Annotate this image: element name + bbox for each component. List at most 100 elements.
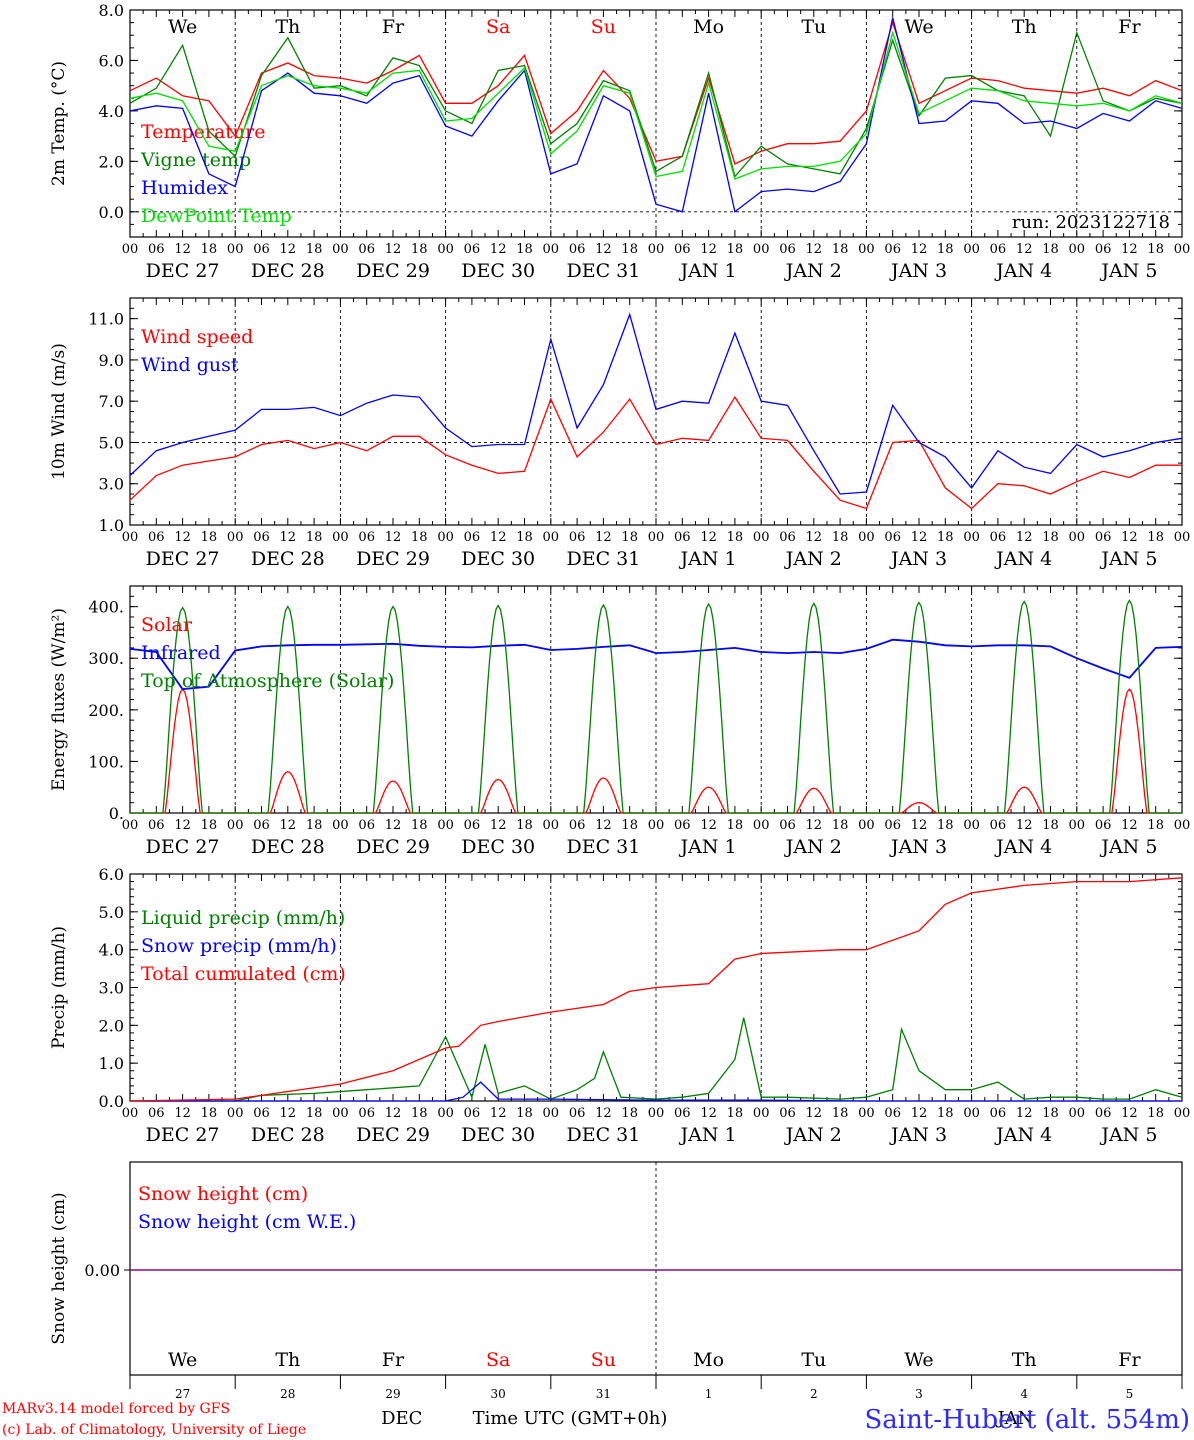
date-label: JAN 5 bbox=[1099, 1124, 1157, 1146]
date-label: DEC 28 bbox=[251, 260, 325, 282]
month-label: DEC bbox=[381, 1408, 422, 1429]
hour-tick-label: 18 bbox=[621, 242, 638, 257]
month-label: JAN bbox=[995, 1408, 1033, 1429]
hour-tick-label: 00 bbox=[332, 242, 349, 257]
panel-2: 1.0 3.0 5.0 7.0 9.0 11.0 10m Wind (m/s) Wind sp… bbox=[49, 297, 1190, 570]
legend-solar: Solar bbox=[141, 614, 193, 636]
hour-tick-label: 06 bbox=[358, 1106, 375, 1121]
hour-tick-label: 18 bbox=[516, 530, 533, 545]
hour-tick-label: 00 bbox=[963, 530, 980, 545]
hour-tick-label: 18 bbox=[516, 818, 533, 833]
y-tick-label: 300. bbox=[88, 649, 124, 668]
date-label: JAN 5 bbox=[1099, 548, 1157, 570]
hour-tick-label: 12 bbox=[385, 818, 402, 833]
hour-tick-label: 18 bbox=[727, 818, 744, 833]
hour-tick-label: 18 bbox=[937, 530, 954, 545]
hour-tick-label: 06 bbox=[1095, 530, 1112, 545]
y-tick-label: 1.0 bbox=[99, 1054, 124, 1073]
date-label: DEC 27 bbox=[146, 548, 220, 570]
hour-tick-label: 00 bbox=[543, 530, 560, 545]
y-tick-label: 3.0 bbox=[99, 475, 124, 494]
hour-tick-label: 18 bbox=[201, 530, 218, 545]
hour-tick-label: 12 bbox=[1016, 1106, 1033, 1121]
date-label: JAN 1 bbox=[679, 260, 737, 282]
hour-tick-label: 06 bbox=[1095, 818, 1112, 833]
hour-tick-label: 18 bbox=[832, 818, 849, 833]
hour-tick-label: 06 bbox=[990, 530, 1007, 545]
hour-tick-label: 00 bbox=[648, 1106, 665, 1121]
legend-infrared: Infrared bbox=[141, 642, 221, 664]
hour-tick-label: 12 bbox=[174, 242, 191, 257]
legend-dewpoint-temp: DewPoint Temp bbox=[141, 205, 292, 227]
hour-tick-label: 12 bbox=[1121, 818, 1138, 833]
hour-tick-label: 00 bbox=[963, 1106, 980, 1121]
hour-tick-label: 06 bbox=[569, 1106, 586, 1121]
weekday-label: We bbox=[904, 16, 933, 38]
hour-tick-label: 18 bbox=[727, 530, 744, 545]
hour-tick-label: 00 bbox=[753, 818, 770, 833]
hour-tick-label: 12 bbox=[595, 1106, 612, 1121]
hour-tick-label: 06 bbox=[884, 242, 901, 257]
hour-tick-label: 18 bbox=[411, 818, 428, 833]
date-label: DEC 29 bbox=[356, 260, 430, 282]
weekday-label: Th bbox=[1012, 16, 1037, 38]
hour-tick-label: 00 bbox=[437, 242, 454, 257]
hour-tick-label: 12 bbox=[280, 818, 297, 833]
series-line-humidex bbox=[129, 17, 1183, 213]
hour-tick-label: 00 bbox=[543, 1106, 560, 1121]
hour-tick-label: 18 bbox=[1042, 242, 1059, 257]
hour-tick-label: 00 bbox=[753, 530, 770, 545]
hour-tick-label: 18 bbox=[516, 242, 533, 257]
date-label: JAN 3 bbox=[889, 260, 947, 282]
date-label: DEC 30 bbox=[461, 548, 535, 570]
hour-tick-label: 12 bbox=[806, 242, 823, 257]
y-tick-label: 3.0 bbox=[99, 979, 124, 998]
hour-tick-label: 18 bbox=[1042, 1106, 1059, 1121]
y-tick-label: 400. bbox=[88, 598, 124, 617]
weekday-label: Su bbox=[591, 16, 616, 38]
legend-temperature: Temperature bbox=[141, 121, 265, 143]
hour-tick-label: 18 bbox=[1147, 530, 1164, 545]
hour-tick-label: 12 bbox=[280, 1106, 297, 1121]
weekday-label-bottom: Fr bbox=[382, 1349, 405, 1371]
weekday-label-bottom: We bbox=[904, 1349, 933, 1371]
day-number-label: 4 bbox=[1020, 1387, 1028, 1401]
hour-tick-label: 06 bbox=[990, 1106, 1007, 1121]
hour-tick-label: 00 bbox=[332, 818, 349, 833]
y-tick-label: 6.0 bbox=[99, 865, 124, 884]
date-label: JAN 4 bbox=[994, 260, 1052, 282]
day-number-label: 29 bbox=[385, 1387, 400, 1401]
hour-tick-label: 18 bbox=[832, 530, 849, 545]
hour-tick-label: 18 bbox=[621, 1106, 638, 1121]
date-label: DEC 30 bbox=[461, 1124, 535, 1146]
weekday-label-bottom: Sa bbox=[486, 1349, 510, 1371]
hour-tick-label: 18 bbox=[201, 818, 218, 833]
hour-tick-label: 06 bbox=[464, 242, 481, 257]
hour-tick-label: 00 bbox=[1069, 818, 1086, 833]
date-label: JAN 1 bbox=[679, 836, 737, 858]
hour-tick-label: 12 bbox=[174, 530, 191, 545]
hour-tick-label: 06 bbox=[884, 530, 901, 545]
day-number-label: 1 bbox=[705, 1387, 713, 1401]
hour-tick-label: 18 bbox=[411, 242, 428, 257]
series-line-vigne-temp bbox=[129, 30, 1183, 178]
hour-tick-label: 12 bbox=[806, 1106, 823, 1121]
hour-tick-label: 12 bbox=[700, 530, 717, 545]
weekday-label: We bbox=[168, 16, 197, 38]
station-label: Saint-Hubert (alt. 554m) bbox=[864, 1405, 1190, 1435]
y-tick-label: 6.0 bbox=[99, 51, 124, 70]
hour-tick-label: 12 bbox=[700, 242, 717, 257]
x-axis-title: Time UTC (GMT+0h) bbox=[473, 1408, 668, 1429]
y-axis-title: Snow height (cm) bbox=[49, 1192, 69, 1344]
run-label: run: 2023122718 bbox=[1012, 212, 1170, 233]
hour-tick-label: 00 bbox=[858, 1106, 875, 1121]
footer-lab-credit: (c) Lab. of Climatology, University of L… bbox=[2, 1422, 306, 1438]
hour-tick-label: 06 bbox=[674, 242, 691, 257]
hour-tick-label: 12 bbox=[806, 530, 823, 545]
hour-tick-label: 12 bbox=[385, 1106, 402, 1121]
hour-tick-label: 00 bbox=[227, 818, 244, 833]
hour-tick-label: 18 bbox=[1042, 818, 1059, 833]
date-label: JAN 4 bbox=[994, 836, 1052, 858]
hour-tick-label: 00 bbox=[122, 242, 139, 257]
hour-tick-label: 18 bbox=[516, 1106, 533, 1121]
